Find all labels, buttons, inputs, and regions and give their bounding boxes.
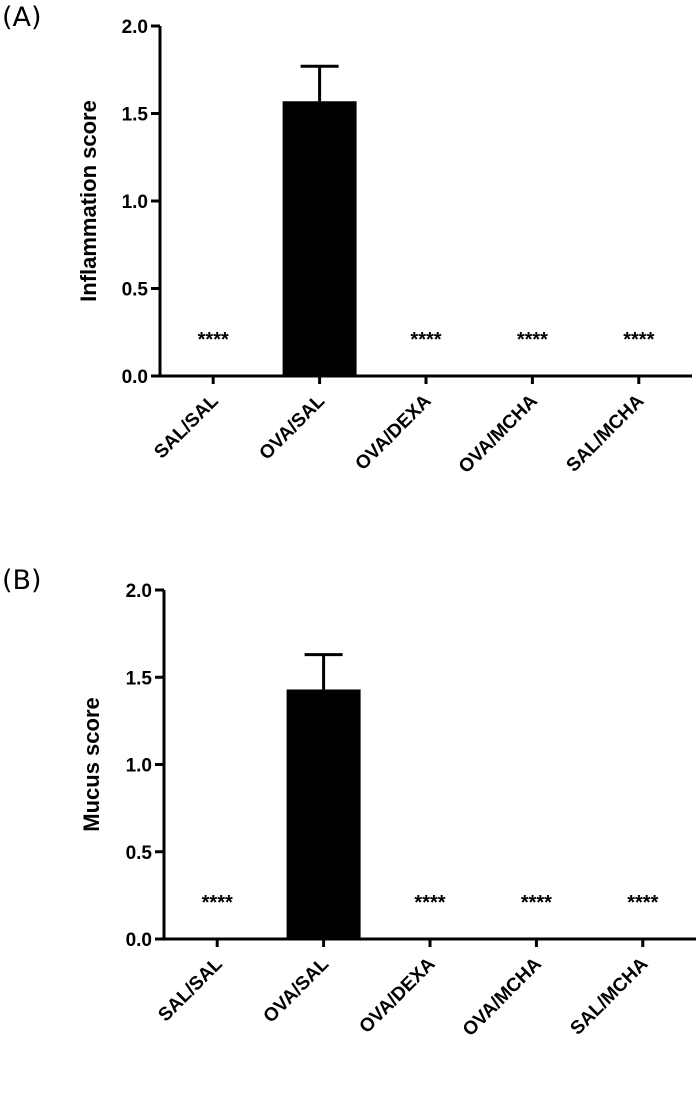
category-label: SAL/SAL [150, 390, 223, 463]
category-label: SAL/SAL [154, 953, 227, 1026]
y-tick-label: 1.5 [122, 105, 149, 126]
category-label: OVA/MCHA [455, 390, 542, 477]
category-label: OVA/MCHA [459, 953, 546, 1040]
significance-annotation: **** [521, 892, 552, 914]
y-tick-label: 0.5 [126, 843, 153, 864]
significance-annotation: **** [517, 329, 548, 351]
chart-panel-a: (A) 0.0 0.5 1.0 1.5 2.0 Inflammation score ***… [0, 0, 697, 536]
panel-label: (A) [2, 2, 42, 33]
significance-annotation: **** [627, 892, 658, 914]
category-label: OVA/SAL [256, 390, 330, 464]
panel-label: (B) [2, 565, 42, 596]
category-label: OVA/SAL [260, 953, 334, 1027]
y-tick-label: 1.5 [126, 668, 153, 689]
y-axis-title: Mucus score [79, 697, 104, 832]
bar [286, 689, 361, 939]
category-label: OVA/DEXA [356, 953, 440, 1037]
significance-annotation: **** [623, 329, 654, 351]
y-axis-title: Inflammation score [76, 100, 101, 302]
significance-annotation: **** [414, 892, 445, 914]
bar-chart: 0.0 0.5 1.0 1.5 2.0 Inflammation score **** SAL… [76, 17, 692, 478]
y-tick-label: 0.0 [122, 367, 148, 388]
significance-annotation: **** [202, 892, 233, 914]
category-label: SAL/MCHA [567, 953, 653, 1039]
category-label: OVA/DEXA [352, 390, 436, 474]
y-tick-label: 0.5 [122, 280, 149, 301]
y-tick-label: 2.0 [122, 17, 148, 38]
bar-chart: 0.0 0.5 1.0 1.5 2.0 Mucus score **** SAL/SAL OVA… [79, 581, 696, 1041]
significance-annotation: **** [198, 329, 229, 351]
y-tick-label: 0.0 [126, 930, 152, 951]
bar [282, 101, 357, 376]
y-tick-label: 1.0 [126, 756, 152, 777]
category-label: SAL/MCHA [563, 390, 649, 476]
y-tick-label: 2.0 [126, 581, 152, 602]
y-tick-label: 1.0 [122, 192, 148, 213]
chart-panel-b: (B) 0.0 0.5 1.0 1.5 2.0 Mucus score **** SAL/SA… [0, 563, 697, 1099]
significance-annotation: **** [410, 329, 441, 351]
